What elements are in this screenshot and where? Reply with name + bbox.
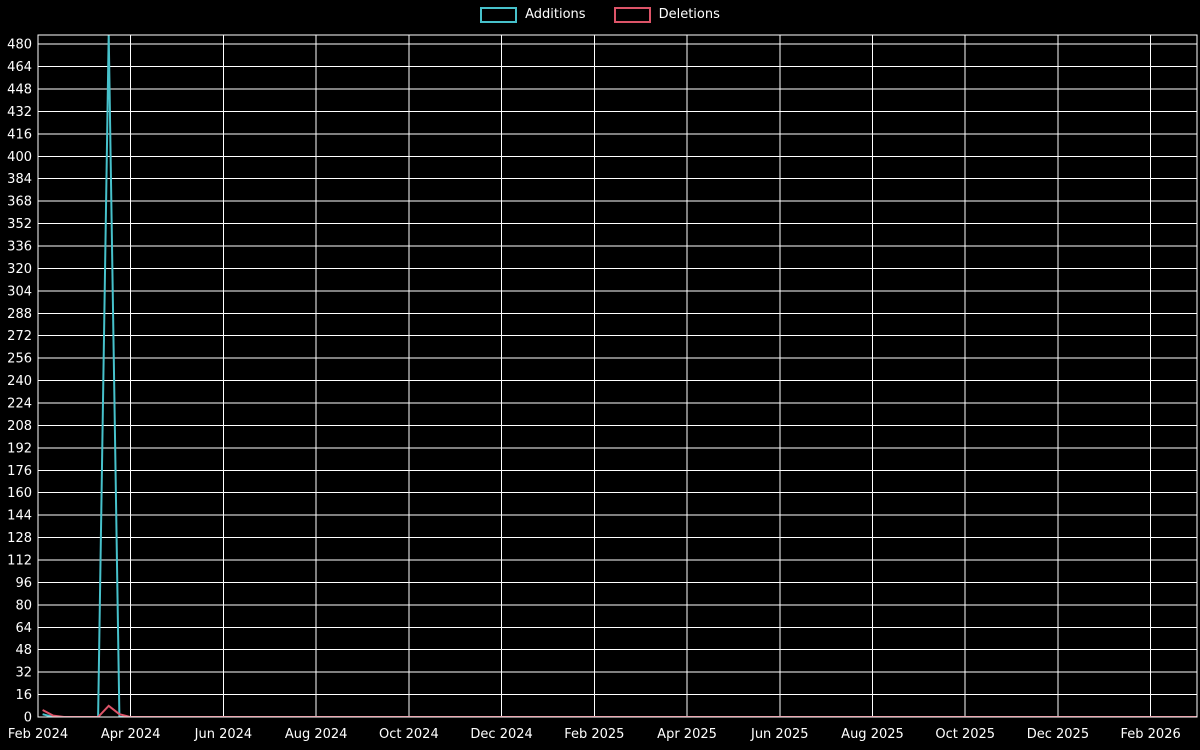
- legend-item-additions[interactable]: Additions: [480, 7, 586, 23]
- y-tick-label: 32: [15, 666, 32, 681]
- additions-series-swatch: [480, 7, 518, 23]
- additions-line: [42, 35, 1197, 717]
- y-tick-label: 288: [7, 307, 32, 322]
- x-axis-labels: Feb 2024 Apr 2024 Jun 2024 Aug 2024 Oct 2024…: [8, 727, 1181, 742]
- x-tick-label: Aug 2024: [285, 727, 348, 742]
- y-tick-label: 144: [7, 509, 32, 524]
- y-tick-label: 416: [7, 127, 32, 142]
- y-tick-label: 464: [7, 60, 32, 75]
- y-tick-label: 432: [7, 105, 32, 120]
- x-tick-label: Feb 2026: [1121, 727, 1181, 742]
- x-tick-label: Oct 2025: [935, 727, 995, 742]
- y-tick-label: 112: [7, 553, 32, 568]
- plot-border: [37, 34, 1198, 718]
- y-tick-label: 208: [7, 419, 32, 434]
- y-axis-labels: 0 16 32 48 64 80 96 112 128 144 160 176 192 208 224 240…: [7, 38, 32, 726]
- x-tick-label: Apr 2024: [101, 727, 161, 742]
- chart-legend: Additions Deletions: [0, 7, 1200, 23]
- y-tick-label: 0: [24, 711, 32, 726]
- y-tick-label: 16: [15, 688, 32, 703]
- y-tick-label: 272: [7, 329, 32, 344]
- y-tick-label: 176: [7, 464, 32, 479]
- y-tick-label: 160: [7, 486, 32, 501]
- y-tick-label: 192: [7, 441, 32, 456]
- y-tick-label: 400: [7, 150, 32, 165]
- y-tick-label: 80: [15, 598, 32, 613]
- x-tick-label: Dec 2025: [1027, 727, 1089, 742]
- y-tick-label: 384: [7, 172, 32, 187]
- legend-label-deletions: Deletions: [658, 7, 720, 22]
- y-tick-label: 240: [7, 374, 32, 389]
- y-tick-label: 336: [7, 239, 32, 254]
- x-tick-label: Jun 2025: [750, 727, 809, 742]
- y-tick-label: 128: [7, 531, 32, 546]
- gridlines: [37, 35, 1197, 718]
- y-tick-label: 64: [15, 621, 32, 636]
- x-tick-label: Feb 2024: [8, 727, 68, 742]
- x-tick-label: Jun 2024: [194, 727, 253, 742]
- legend-item-deletions[interactable]: Deletions: [613, 7, 720, 23]
- x-tick-label: Dec 2024: [470, 727, 532, 742]
- y-tick-label: 368: [7, 195, 32, 210]
- y-tick-label: 352: [7, 217, 32, 232]
- series-lines: [42, 35, 1197, 717]
- x-tick-label: Apr 2025: [657, 727, 717, 742]
- deletions-line: [42, 704, 1197, 717]
- y-tick-label: 320: [7, 262, 32, 277]
- y-tick-label: 448: [7, 82, 32, 97]
- y-tick-label: 256: [7, 352, 32, 367]
- y-tick-label: 48: [15, 643, 32, 658]
- y-tick-label: 480: [7, 38, 32, 53]
- deletions-series-swatch: [613, 7, 651, 23]
- y-tick-label: 96: [15, 576, 32, 591]
- y-tick-label: 304: [7, 284, 32, 299]
- x-tick-label: Oct 2024: [379, 727, 439, 742]
- x-tick-label: Feb 2025: [564, 727, 624, 742]
- y-tick-label: 224: [7, 396, 32, 411]
- legend-label-additions: Additions: [525, 7, 586, 22]
- x-tick-label: Aug 2025: [841, 727, 904, 742]
